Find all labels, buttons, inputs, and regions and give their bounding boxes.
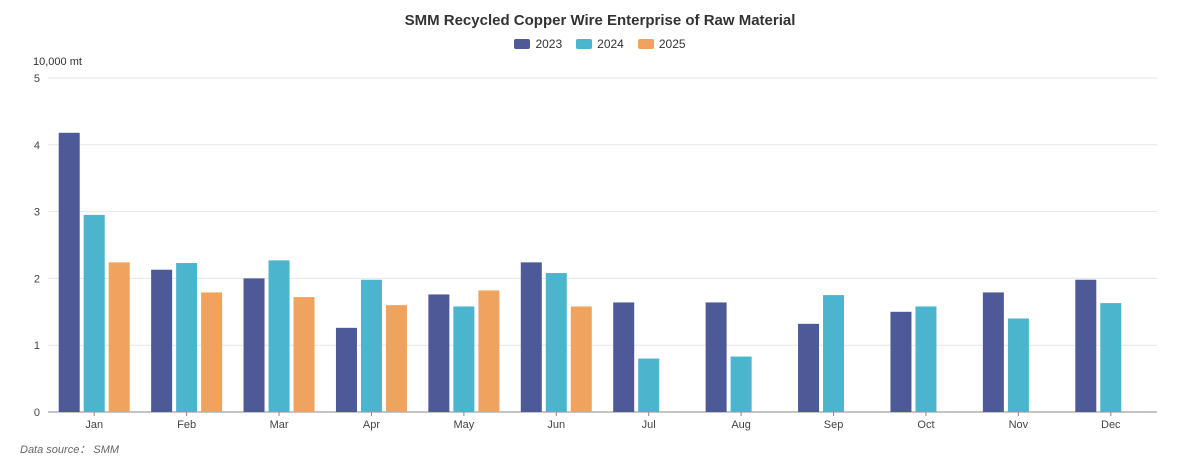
bar-2024-mar <box>268 260 290 412</box>
x-tick-label-nov: Nov <box>1009 419 1029 431</box>
legend-item-2024[interactable]: 2024 <box>576 37 624 51</box>
bar-2024-nov <box>1007 318 1029 412</box>
x-tick-label-oct: Oct <box>917 419 934 431</box>
legend-label-2025: 2025 <box>658 37 686 51</box>
bar-2024-jan <box>83 214 105 412</box>
bar-2024-jul <box>638 358 660 412</box>
x-tick-label-aug: Aug <box>731 419 751 431</box>
bar-2023-jan <box>58 132 80 412</box>
y-tick-label: 5 <box>34 73 40 85</box>
legend-label-2024: 2024 <box>597 37 624 51</box>
bar-2025-feb <box>201 292 223 412</box>
bar-2024-feb <box>176 263 198 412</box>
data-source-note: Data source： SMM <box>20 444 120 456</box>
legend-swatch-2023 <box>514 39 531 49</box>
legend-item-2023[interactable]: 2023 <box>514 37 562 51</box>
bar-2023-oct <box>890 311 912 412</box>
bar-2024-aug <box>730 356 752 412</box>
y-tick-label: 4 <box>34 140 40 152</box>
y-axis-unit-label: 10,000 mt <box>33 56 82 68</box>
x-tick-label-apr: Apr <box>363 419 380 431</box>
bar-2023-feb <box>151 269 173 412</box>
y-tick-label: 3 <box>34 207 40 219</box>
bar-2023-jul <box>613 302 635 412</box>
bar-2025-jun <box>570 306 592 412</box>
legend-swatch-2025 <box>637 39 654 49</box>
x-tick-label-sep: Sep <box>824 419 844 431</box>
y-tick-label: 0 <box>34 407 40 419</box>
bar-2025-apr <box>385 305 407 412</box>
bar-2025-may <box>478 290 500 412</box>
legend: 2023 2024 2025 <box>0 37 1200 51</box>
bar-2024-sep <box>823 295 845 412</box>
y-tick-label: 1 <box>34 340 40 352</box>
bar-2023-aug <box>705 302 727 412</box>
bar-2023-dec <box>1075 279 1097 412</box>
x-tick-label-jan: Jan <box>85 419 103 431</box>
x-tick-label-mar: Mar <box>270 419 289 431</box>
bar-2025-mar <box>293 297 315 412</box>
bar-2024-dec <box>1100 303 1122 412</box>
bar-2024-jun <box>545 273 567 412</box>
bar-2024-may <box>453 306 475 412</box>
bar-2023-jun <box>520 262 542 412</box>
bar-2023-mar <box>243 278 265 412</box>
x-tick-label-jul: Jul <box>642 419 656 431</box>
chart-title: SMM Recycled Copper Wire Enterprise of R… <box>404 12 796 29</box>
x-tick-label-jun: Jun <box>547 419 565 431</box>
bar-2023-sep <box>798 323 820 412</box>
bar-2023-nov <box>982 292 1004 412</box>
y-tick-label: 2 <box>34 273 40 285</box>
bar-2025-jan <box>108 262 130 412</box>
legend-label-2023: 2023 <box>535 37 563 51</box>
legend-item-2025[interactable]: 2025 <box>637 37 686 51</box>
legend-swatch-2024 <box>576 39 593 49</box>
x-tick-label-dec: Dec <box>1101 419 1121 431</box>
bar-2023-apr <box>335 327 357 412</box>
bar-2024-apr <box>360 279 382 412</box>
x-tick-label-may: May <box>453 419 474 431</box>
bar-2023-may <box>428 294 450 412</box>
x-tick-label-feb: Feb <box>177 419 196 431</box>
bar-2024-oct <box>915 306 937 412</box>
